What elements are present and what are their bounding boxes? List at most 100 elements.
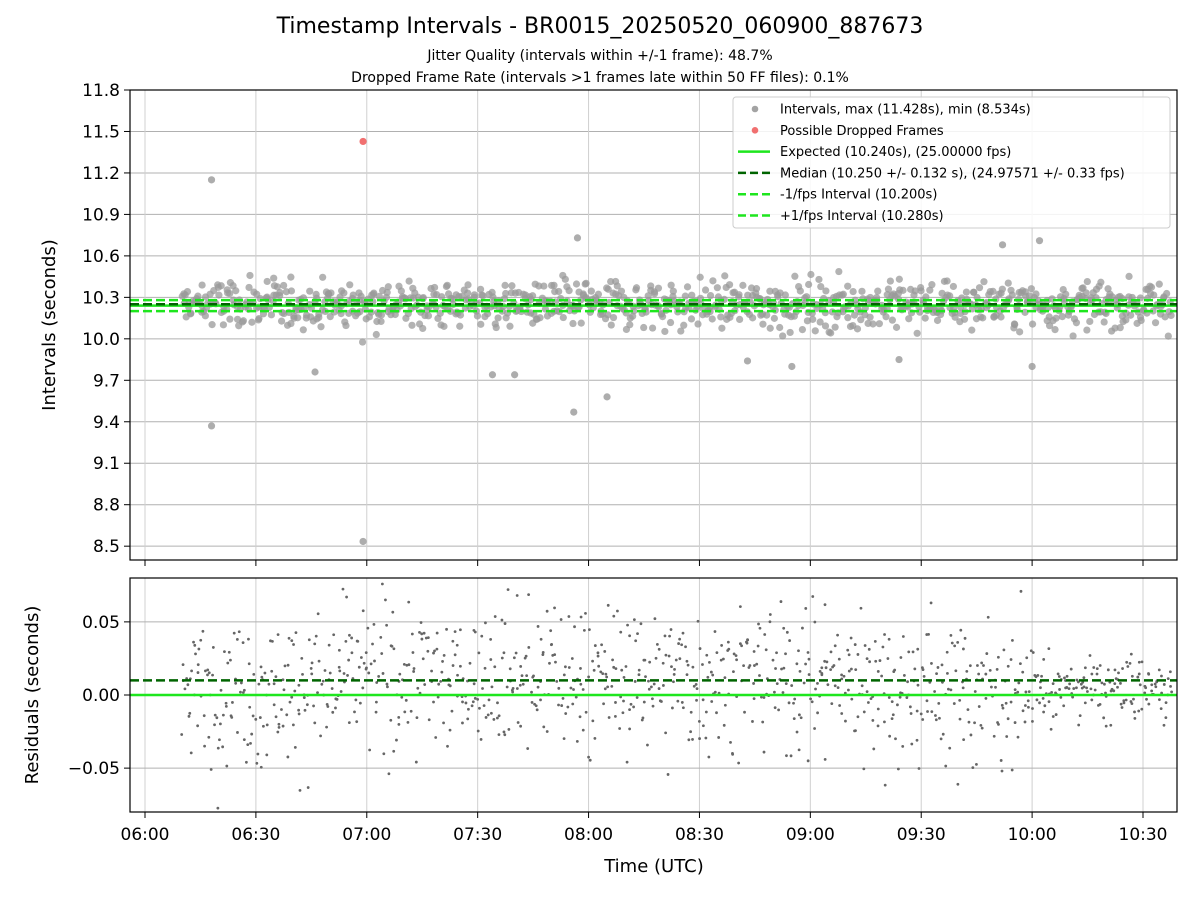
- interval-point: [944, 277, 951, 284]
- interval-point: [1009, 291, 1016, 298]
- residual-point: [549, 629, 552, 632]
- interval-point: [797, 287, 804, 294]
- interval-point: [844, 283, 851, 290]
- residual-point: [423, 632, 426, 635]
- residual-point: [678, 638, 681, 641]
- residual-point: [568, 666, 571, 669]
- interval-point: [385, 283, 392, 290]
- residual-point: [956, 641, 959, 644]
- residual-point: [633, 618, 636, 621]
- residual-point: [804, 607, 807, 610]
- residual-point: [231, 701, 234, 704]
- residual-point: [630, 703, 633, 706]
- residual-point: [367, 672, 370, 675]
- interval-point: [1051, 326, 1058, 333]
- residual-point: [829, 668, 832, 671]
- residual-point: [326, 705, 329, 708]
- top-y-tick-label-3: 9.4: [93, 413, 120, 433]
- residual-point: [477, 730, 480, 733]
- residual-point: [1160, 675, 1163, 678]
- top-y-tick-label-2: 9.1: [93, 454, 120, 474]
- residual-point: [673, 668, 676, 671]
- residual-point: [699, 647, 702, 650]
- interval-point: [779, 332, 786, 339]
- residual-point: [1039, 686, 1042, 689]
- interval-point: [264, 278, 271, 285]
- interval-point: [858, 288, 865, 295]
- residual-point: [759, 627, 762, 630]
- interval-point: [709, 315, 716, 322]
- residual-point: [503, 733, 506, 736]
- residual-point: [537, 686, 540, 689]
- residual-point: [480, 635, 483, 638]
- residual-point: [867, 701, 870, 704]
- residual-point: [989, 669, 992, 672]
- residual-point: [283, 688, 286, 691]
- interval-point: [529, 292, 536, 299]
- residual-point: [196, 724, 199, 727]
- residual-point: [850, 668, 853, 671]
- residual-point: [1036, 698, 1039, 701]
- residual-point: [757, 645, 760, 648]
- residual-point: [359, 702, 362, 705]
- residual-point: [971, 766, 974, 769]
- residual-point: [1107, 668, 1110, 671]
- residual-point: [901, 745, 904, 748]
- legend-label-5: +1/fps Interval (10.280s): [780, 209, 944, 224]
- residual-point: [626, 761, 629, 764]
- interval-point: [226, 316, 233, 323]
- residual-point: [834, 644, 837, 647]
- residual-point: [796, 731, 799, 734]
- residual-point: [593, 737, 596, 740]
- residual-point: [916, 710, 919, 713]
- residual-point: [644, 675, 647, 678]
- interval-point: [1016, 328, 1023, 335]
- residual-point: [405, 699, 408, 702]
- residual-point: [740, 644, 743, 647]
- interval-point: [440, 323, 447, 330]
- interval-point: [874, 288, 881, 295]
- residual-point: [365, 651, 368, 654]
- residual-point: [336, 698, 339, 701]
- x-tick-label-9: 10:30: [1119, 825, 1168, 845]
- residual-point: [513, 656, 516, 659]
- residual-point: [503, 731, 506, 734]
- residual-point: [753, 697, 756, 700]
- timestamp-intervals-chart: 8.58.89.19.49.710.010.310.610.911.211.51…: [0, 0, 1200, 900]
- residual-point: [454, 630, 457, 633]
- interval-point: [202, 312, 209, 319]
- residual-point: [861, 684, 864, 687]
- residual-point: [1031, 720, 1034, 723]
- interval-point: [494, 314, 501, 321]
- interval-point: [608, 321, 615, 328]
- residual-point: [600, 643, 603, 646]
- residual-point: [886, 657, 889, 660]
- residual-point: [292, 723, 295, 726]
- residual-point: [1129, 662, 1132, 665]
- residual-point: [266, 723, 269, 726]
- interval-point: [782, 291, 789, 298]
- interval-point: [300, 326, 307, 333]
- residual-point: [888, 696, 891, 699]
- residual-point: [1028, 690, 1031, 693]
- residual-point: [782, 691, 785, 694]
- residual-point: [1132, 698, 1135, 701]
- interval-point: [999, 286, 1006, 293]
- residual-point: [882, 646, 885, 649]
- residual-point: [638, 669, 641, 672]
- residual-point: [440, 671, 443, 674]
- residual-point: [724, 676, 727, 679]
- residual-point: [930, 710, 933, 713]
- residual-point: [677, 642, 680, 645]
- residual-point: [656, 643, 659, 646]
- residual-point: [1010, 701, 1013, 704]
- residual-point: [628, 728, 631, 731]
- interval-point: [889, 317, 896, 324]
- residual-point: [826, 683, 829, 686]
- residual-point: [299, 789, 302, 792]
- residual-point: [790, 684, 793, 687]
- residual-point: [1119, 682, 1122, 685]
- residual-point: [777, 708, 780, 711]
- residual-point: [428, 718, 431, 721]
- residual-point: [1084, 666, 1087, 669]
